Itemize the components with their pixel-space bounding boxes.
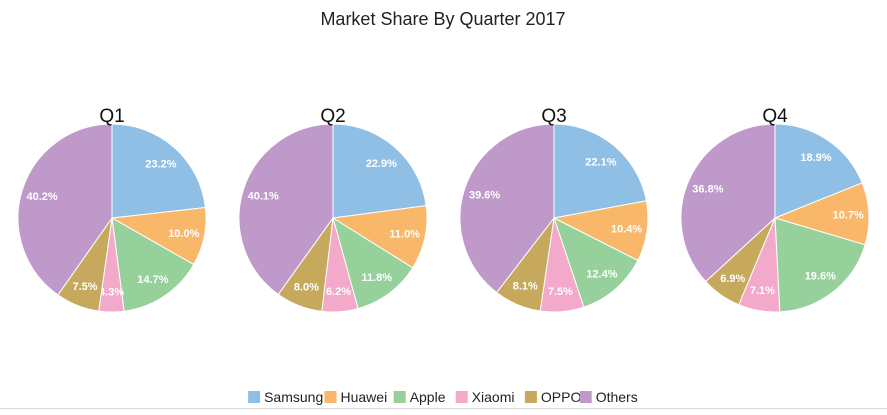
legend-swatch-oppo <box>524 391 537 403</box>
legend-item-others[interactable]: Others <box>579 389 638 405</box>
slice-label-q1-samsung: 23.2% <box>145 158 176 170</box>
slice-q1-others[interactable] <box>17 123 113 296</box>
slice-label-q4-apple: 19.6% <box>805 271 836 283</box>
legend-item-xiaomi[interactable]: Xiaomi <box>455 389 515 405</box>
slice-label-q4-others: 36.8% <box>692 184 723 196</box>
slice-label-q1-xiaomi: 4.3% <box>99 286 124 298</box>
slice-q4-samsung[interactable] <box>774 123 863 219</box>
chart-title: Market Share By Quarter 2017 <box>320 9 565 29</box>
legend[interactable]: Samsung Huawei Apple Xiaomi OPPO Others <box>248 389 638 405</box>
slice-label-q2-apple: 11.8% <box>362 272 393 284</box>
slice-q2-huawei[interactable] <box>331 205 428 269</box>
legend-item-apple[interactable]: Apple <box>393 389 446 405</box>
slice-q3-others[interactable] <box>459 123 555 294</box>
legend-swatch-xiaomi <box>455 391 468 403</box>
legend-label-apple: Apple <box>410 389 446 405</box>
slice-q2-samsung[interactable] <box>332 123 427 219</box>
slice-q4-apple[interactable] <box>774 217 866 313</box>
slice-label-q4-xiaomi: 7.1% <box>750 285 775 297</box>
slice-label-q2-huawei: 11.0% <box>389 229 420 241</box>
legend-label-huawei: Huawei <box>341 389 388 405</box>
slice-label-q3-huawei: 10.4% <box>611 223 642 235</box>
slice-q1-apple[interactable] <box>111 217 195 312</box>
slice-label-q1-huawei: 10.0% <box>168 228 199 240</box>
pie-q1: 23.2% 10.0% 14.7% 4.3%7.5% 40.2% Q1 <box>17 106 207 313</box>
slice-label-q3-others: 39.6% <box>469 189 500 201</box>
slice-label-q1-apple: 14.7% <box>137 274 168 286</box>
slice-q3-samsung[interactable] <box>553 123 648 219</box>
slice-label-q2-samsung: 22.9% <box>366 158 397 170</box>
pie-q2: 22.9% 11.0% 11.8% 6.2% 8.0% 40.1% Q2 <box>238 106 428 313</box>
slice-label-q4-huawei: 10.7% <box>833 210 864 222</box>
slice-q3-apple[interactable] <box>553 217 639 308</box>
slice-label-q4-oppo: 6.9% <box>720 273 745 285</box>
pie-title-q1: Q1 <box>99 106 124 127</box>
pie-q4: 18.9% 10.7% 19.6% 7.1% 6.9% 36.8% Q4 <box>680 106 870 313</box>
legend-item-samsung[interactable]: Samsung <box>248 389 323 405</box>
slice-label-q3-oppo: 8.1% <box>513 281 538 293</box>
pie-q3: 22.1% 10.4% 12.4% 7.5% 8.1% 39.6% Q3 <box>459 106 649 313</box>
slice-label-q4-samsung: 18.9% <box>800 152 831 164</box>
pie-title-q2: Q2 <box>320 106 345 127</box>
legend-swatch-apple <box>393 391 406 403</box>
slice-label-q2-others: 40.1% <box>248 191 279 203</box>
slice-label-q3-apple: 12.4% <box>586 269 617 281</box>
slice-q1-samsung[interactable] <box>111 123 206 219</box>
pie-group: 23.2%10.0%14.7%4.3%7.5%40.2%Q122.9%11.0%… <box>17 106 870 313</box>
legend-swatch-samsung <box>248 391 261 403</box>
pie-title-q3: Q3 <box>541 106 566 127</box>
slice-q4-others[interactable] <box>680 123 776 283</box>
legend-item-huawei[interactable]: Huawei <box>324 389 388 405</box>
legend-label-oppo: OPPO <box>541 389 582 405</box>
legend-swatch-others <box>579 391 592 403</box>
legend-swatch-huawei <box>324 391 337 403</box>
slice-q2-others[interactable] <box>238 123 334 296</box>
slice-label-q2-oppo: 8.0% <box>294 281 319 293</box>
slice-label-q1-oppo: 7.5% <box>72 281 97 293</box>
slice-label-q2-xiaomi: 6.2% <box>326 286 351 298</box>
slice-label-q1-others: 40.2% <box>26 191 57 203</box>
legend-label-samsung: Samsung <box>264 389 323 405</box>
legend-label-others: Others <box>596 389 638 405</box>
slice-q2-apple[interactable] <box>332 216 414 310</box>
slice-label-q3-xiaomi: 7.5% <box>548 286 573 298</box>
pie-title-q4: Q4 <box>762 106 788 127</box>
legend-item-oppo[interactable]: OPPO <box>524 389 582 405</box>
legend-label-xiaomi: Xiaomi <box>472 389 515 405</box>
slice-label-q3-samsung: 22.1% <box>585 157 616 169</box>
